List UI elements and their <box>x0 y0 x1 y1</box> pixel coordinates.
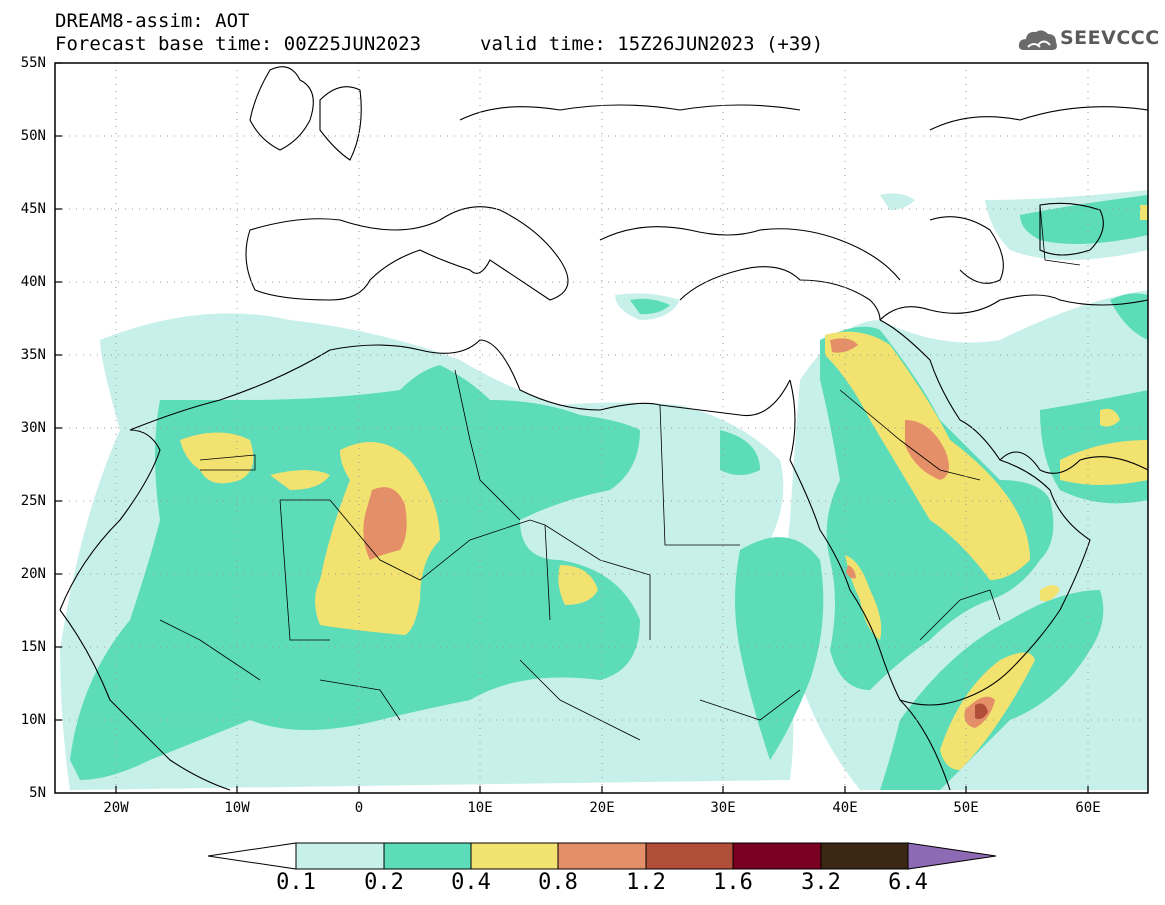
graticule <box>55 63 1148 793</box>
lon-label-10w: 10W <box>224 800 250 816</box>
lon-label-40e: 40E <box>832 800 858 816</box>
lon-label-10e: 10E <box>467 800 493 816</box>
lon-label-50e: 50E <box>953 800 979 816</box>
cloud-icon <box>1018 30 1057 50</box>
lat-label-35n: 35N <box>20 347 46 363</box>
aot-contour-0-8 <box>363 338 995 728</box>
logo-text: SEEVCCC <box>1060 27 1160 49</box>
lon-label-30e: 30E <box>710 800 736 816</box>
colorbar-label-6-4: 6.4 <box>888 870 928 895</box>
lon-label-0: 0 <box>354 800 364 816</box>
forecast-base-time: Forecast base time: 00Z25JUN2023 <box>55 33 422 55</box>
colorbar-label-0-4: 0.4 <box>451 870 491 895</box>
colorbar-label-0-2: 0.2 <box>364 870 404 895</box>
axis-ticks <box>55 62 1089 793</box>
lat-label-55n: 55N <box>20 55 46 71</box>
lat-label-15n: 15N <box>20 639 46 655</box>
aot-contour-1-2 <box>975 703 988 720</box>
lat-label-20n: 20N <box>20 566 46 582</box>
lon-label-20e: 20E <box>589 800 615 816</box>
colorbar-label-0-8: 0.8 <box>538 870 578 895</box>
map-title: DREAM8-assim: AOT <box>55 10 250 32</box>
lat-label-40n: 40N <box>20 274 46 290</box>
lat-label-25n: 25N <box>20 493 46 509</box>
valid-time: valid time: 15Z26JUN2023 (+39) <box>480 33 824 55</box>
colorbar-label-0-1: 0.1 <box>276 870 316 895</box>
lat-label-50n: 50N <box>20 128 46 144</box>
colorbar-label-1-6: 1.6 <box>713 870 753 895</box>
lon-label-60e: 60E <box>1075 800 1101 816</box>
coastlines <box>59 66 1148 791</box>
colorbar-label-3-2: 3.2 <box>801 870 841 895</box>
lat-label-45n: 45N <box>20 201 46 217</box>
lon-label-20w: 20W <box>103 800 129 816</box>
lat-label-10n: 10N <box>20 712 46 728</box>
lat-label-30n: 30N <box>20 420 46 436</box>
lat-label-5n: 5N <box>29 785 46 801</box>
country-borders <box>159 204 1081 741</box>
seevccc-logo <box>1018 30 1057 50</box>
colorbar-label-1-2: 1.2 <box>626 870 666 895</box>
